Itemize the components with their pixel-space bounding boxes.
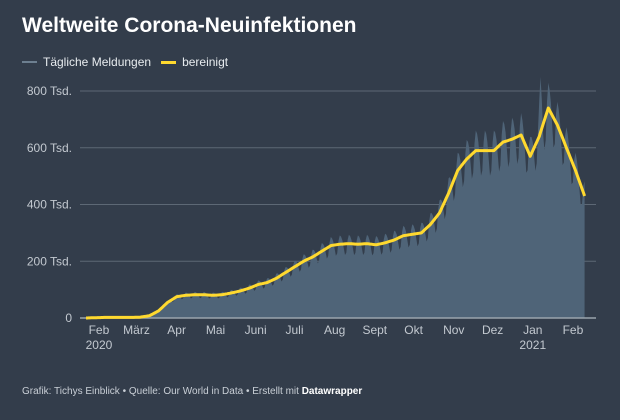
x-tick-label: Sept (362, 323, 387, 337)
footer: Grafik: Tichys Einblick • Quelle: Our Wo… (22, 386, 362, 397)
footer-brand: Datawrapper (301, 386, 363, 397)
daily-cases-area (86, 76, 585, 318)
x-tick-label: Feb (89, 323, 110, 337)
x-tick-label: Dez (482, 323, 503, 337)
x-tick-label: März (123, 323, 150, 337)
chart-title: Weltweite Corona-Neuinfektionen (22, 14, 357, 37)
y-tick-label: 0 (65, 311, 72, 325)
x-tick-year: 2021 (519, 338, 546, 352)
legend-label-smoothed: bereinigt (182, 55, 229, 69)
x-tick-year: 2020 (86, 338, 113, 352)
legend-swatch-smoothed (161, 60, 177, 64)
x-tick-label: Okt (404, 323, 423, 337)
x-tick-label: Juli (285, 323, 303, 337)
x-tick-label: Aug (324, 323, 345, 337)
x-tick-label: Apr (167, 323, 186, 337)
x-tick-label: Juni (245, 323, 267, 337)
legend-swatch-daily (22, 61, 37, 63)
x-tick-label: Feb (563, 323, 584, 337)
x-tick-label: Nov (443, 323, 464, 337)
x-tick-label: Jan (523, 323, 542, 337)
footer-text: Grafik: Tichys Einblick • Quelle: Our Wo… (22, 386, 302, 397)
y-tick-label: 800 Tsd. (27, 84, 72, 98)
smoothed-line (85, 106, 587, 320)
y-tick-label: 200 Tsd. (27, 254, 72, 268)
x-tick-label: Mai (206, 323, 225, 337)
y-tick-label: 600 Tsd. (27, 141, 72, 155)
legend: Tägliche Meldungen bereinigt (22, 55, 228, 69)
legend-label-daily: Tägliche Meldungen (43, 55, 152, 69)
y-tick-label: 400 Tsd. (27, 198, 72, 212)
